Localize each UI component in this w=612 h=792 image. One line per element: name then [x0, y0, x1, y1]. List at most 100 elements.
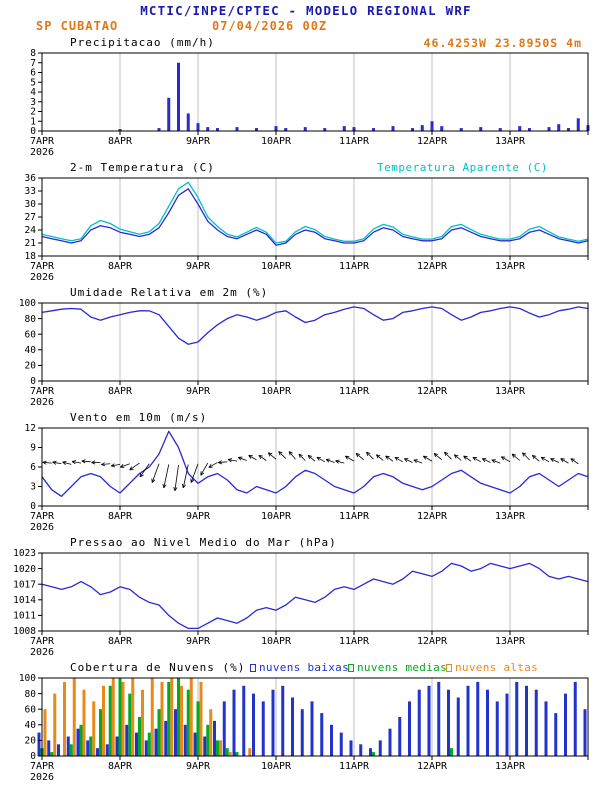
svg-text:7APR: 7APR [30, 136, 55, 147]
svg-text:33: 33 [25, 186, 36, 197]
svg-text:7APR: 7APR [30, 386, 55, 397]
series-pressao [41, 562, 589, 630]
svg-text:13APR: 13APR [495, 386, 526, 397]
svg-text:40: 40 [25, 345, 37, 356]
series-umidade-relativa [41, 306, 589, 345]
svg-text:8APR: 8APR [108, 136, 133, 147]
svg-text:6: 6 [30, 68, 36, 79]
svg-text:2: 2 [30, 107, 36, 118]
series-nuvens-baixas [37, 681, 587, 756]
svg-text:11APR: 11APR [339, 261, 370, 272]
svg-text:13APR: 13APR [495, 261, 526, 272]
panel-title-clouds: Cobertura de Nuvens (%) [70, 661, 246, 674]
svg-text:12APR: 12APR [417, 261, 448, 272]
svg-text:9: 9 [30, 443, 36, 454]
svg-text:6: 6 [30, 462, 36, 473]
panel-title-row-precip: Precipitacao (mm/h) 46.4253W 23.8950S 4m [0, 36, 612, 50]
svg-text:12: 12 [25, 424, 36, 434]
model-title: MCTIC/INPE/CPTEC - MODELO REGIONAL WRF [140, 3, 472, 18]
svg-text:24: 24 [25, 225, 37, 236]
svg-text:11APR: 11APR [339, 136, 370, 147]
svg-text:1017: 1017 [13, 579, 36, 590]
svg-text:21: 21 [25, 238, 37, 249]
svg-text:10APR: 10APR [261, 761, 292, 772]
legend-nuvens-baixas: nuvens baixas [250, 661, 349, 674]
svg-text:20: 20 [25, 736, 37, 747]
svg-text:18: 18 [25, 251, 37, 262]
series-nuvens-altas [43, 678, 252, 756]
apparent-temperature-label: Temperatura Aparente (C) [377, 161, 548, 174]
svg-text:2026: 2026 [30, 772, 54, 783]
svg-text:30: 30 [25, 199, 37, 210]
nuvens-baixas-swatch-icon [250, 664, 256, 672]
svg-text:0: 0 [30, 376, 36, 387]
svg-text:12APR: 12APR [417, 136, 448, 147]
svg-text:20: 20 [25, 361, 37, 372]
svg-text:2026: 2026 [30, 522, 54, 533]
svg-text:10APR: 10APR [261, 386, 292, 397]
svg-text:27: 27 [25, 212, 36, 223]
panel-title-rh: Umidade Relativa em 2m (%) [70, 286, 269, 299]
svg-text:1011: 1011 [13, 611, 36, 622]
svg-text:9APR: 9APR [186, 136, 211, 147]
svg-text:80: 80 [25, 689, 37, 700]
svg-text:10APR: 10APR [261, 511, 292, 522]
panel-title-row-pres: Pressao ao Nivel Medio do Mar (hPa) [0, 536, 612, 549]
svg-text:1014: 1014 [13, 595, 36, 606]
svg-text:1023: 1023 [13, 549, 36, 559]
svg-text:11APR: 11APR [339, 761, 370, 772]
panel-title-row-wind: Vento em 10m (m/s) [0, 411, 612, 424]
svg-text:0: 0 [30, 126, 36, 137]
panels-container: Precipitacao (mm/h) 46.4253W 23.8950S 4m 0… [0, 36, 612, 784]
svg-text:8: 8 [30, 49, 36, 59]
series-velocidade-vento [41, 430, 589, 497]
svg-text:11APR: 11APR [339, 511, 370, 522]
series-temperatura-aparente [41, 181, 589, 244]
svg-text:60: 60 [25, 329, 37, 340]
svg-text:5: 5 [30, 77, 36, 88]
svg-text:2026: 2026 [30, 272, 54, 283]
legend-nuvens-altas: nuvens altas [446, 661, 538, 674]
svg-text:60: 60 [25, 704, 37, 715]
svg-text:36: 36 [25, 174, 37, 184]
panel-temp: 2-m Temperatura (C) Temperatura Aparente … [0, 161, 612, 284]
panel-title-row-clouds: Cobertura de Nuvens (%) nuvens baixas nuve… [0, 661, 612, 674]
legend-label-nuvens-baixas: nuvens baixas [259, 661, 349, 674]
panel-title-row-rh: Umidade Relativa em 2m (%) [0, 286, 612, 299]
nuvens-medias-swatch-icon [348, 664, 354, 672]
series-nuvens-medias [40, 678, 453, 756]
svg-text:80: 80 [25, 314, 37, 325]
legend-nuvens-medias: nuvens medias [348, 661, 447, 674]
panel-precip: Precipitacao (mm/h) 46.4253W 23.8950S 4m 0… [0, 36, 612, 159]
svg-text:9APR: 9APR [186, 511, 211, 522]
panel-title-pres: Pressao ao Nivel Medio do Mar (hPa) [70, 536, 337, 549]
svg-text:9APR: 9APR [186, 636, 211, 647]
panel-title-precip: Precipitacao (mm/h) [70, 36, 215, 49]
svg-text:8APR: 8APR [108, 386, 133, 397]
svg-text:3: 3 [30, 97, 36, 108]
svg-text:8APR: 8APR [108, 261, 133, 272]
svg-text:11APR: 11APR [339, 386, 370, 397]
svg-text:4: 4 [30, 87, 36, 98]
svg-text:0: 0 [30, 501, 36, 512]
wind-barbs [42, 451, 579, 492]
svg-text:13APR: 13APR [495, 636, 526, 647]
svg-text:13APR: 13APR [495, 136, 526, 147]
location-coords: 46.4253W 23.8950S 4m [423, 36, 582, 50]
svg-text:1: 1 [30, 116, 36, 127]
panel-pres: Pressao ao Nivel Medio do Mar (hPa) 1008 1… [0, 536, 612, 659]
svg-text:12APR: 12APR [417, 636, 448, 647]
svg-text:7: 7 [30, 58, 36, 69]
svg-text:40: 40 [25, 720, 37, 731]
panel-wind: Vento em 10m (m/s) 0 3 6 9 12 7APR 2026 8APR 9APR… [0, 411, 612, 534]
svg-text:1008: 1008 [13, 626, 36, 637]
series-temperatura [41, 188, 589, 246]
svg-text:7APR: 7APR [30, 636, 55, 647]
svg-text:7APR: 7APR [30, 511, 55, 522]
